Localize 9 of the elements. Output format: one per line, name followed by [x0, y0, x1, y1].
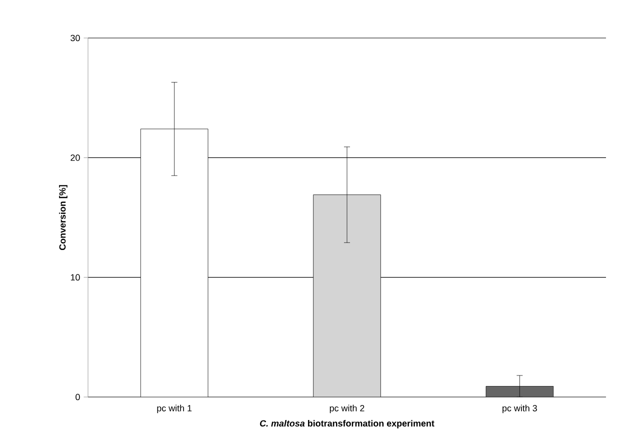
y-axis-title: Conversion [%]: [59, 185, 68, 250]
y-tick-label: 0: [76, 394, 80, 400]
y-tick-label: 10: [70, 274, 80, 281]
y-tick-label: 30: [70, 34, 80, 42]
x-tick-label: pc with 3: [502, 404, 537, 414]
x-tick-label: pc with 1: [157, 404, 192, 414]
y-tick-label: 20: [70, 154, 80, 161]
x-axis-title: C. maltosa biotransformation experiment: [260, 420, 434, 428]
x-tick-label: pc with 2: [330, 404, 364, 414]
